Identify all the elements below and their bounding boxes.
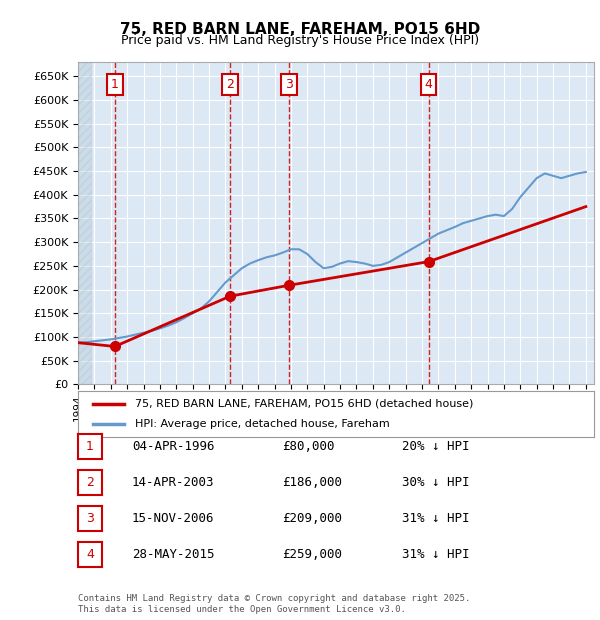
Text: 4: 4 xyxy=(86,548,94,560)
Text: HPI: Average price, detached house, Fareham: HPI: Average price, detached house, Fare… xyxy=(135,419,389,429)
Text: 28-MAY-2015: 28-MAY-2015 xyxy=(132,548,215,560)
Text: 3: 3 xyxy=(86,512,94,525)
Text: 31% ↓ HPI: 31% ↓ HPI xyxy=(402,512,470,525)
Text: 15-NOV-2006: 15-NOV-2006 xyxy=(132,512,215,525)
Text: £259,000: £259,000 xyxy=(282,548,342,560)
Text: £80,000: £80,000 xyxy=(282,440,335,453)
Text: 04-APR-1996: 04-APR-1996 xyxy=(132,440,215,453)
Text: 75, RED BARN LANE, FAREHAM, PO15 6HD (detached house): 75, RED BARN LANE, FAREHAM, PO15 6HD (de… xyxy=(135,399,473,409)
Text: 1: 1 xyxy=(86,440,94,453)
Text: 30% ↓ HPI: 30% ↓ HPI xyxy=(402,476,470,489)
Text: £186,000: £186,000 xyxy=(282,476,342,489)
Text: Price paid vs. HM Land Registry's House Price Index (HPI): Price paid vs. HM Land Registry's House … xyxy=(121,34,479,47)
Text: Contains HM Land Registry data © Crown copyright and database right 2025.
This d: Contains HM Land Registry data © Crown c… xyxy=(78,595,470,614)
Text: 14-APR-2003: 14-APR-2003 xyxy=(132,476,215,489)
Text: 1: 1 xyxy=(111,78,119,91)
Text: 20% ↓ HPI: 20% ↓ HPI xyxy=(402,440,470,453)
Text: 31% ↓ HPI: 31% ↓ HPI xyxy=(402,548,470,560)
Text: 75, RED BARN LANE, FAREHAM, PO15 6HD: 75, RED BARN LANE, FAREHAM, PO15 6HD xyxy=(120,22,480,37)
Text: 2: 2 xyxy=(226,78,234,91)
Text: £209,000: £209,000 xyxy=(282,512,342,525)
Bar xyxy=(78,62,91,384)
Text: 2: 2 xyxy=(86,476,94,489)
Text: 4: 4 xyxy=(425,78,433,91)
Text: 3: 3 xyxy=(285,78,293,91)
